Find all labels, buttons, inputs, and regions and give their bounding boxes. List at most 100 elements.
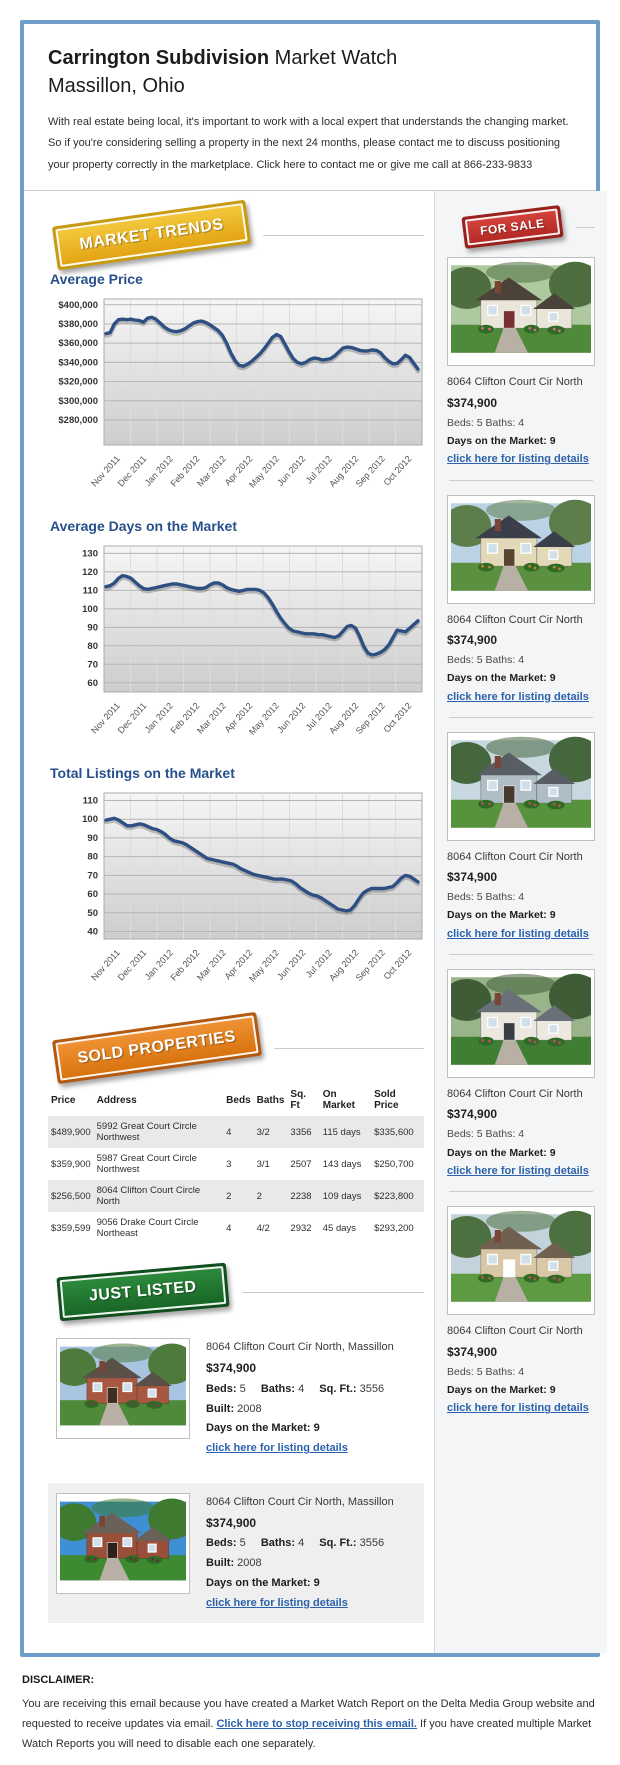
sqft-value: 3556 [359,1537,385,1550]
days-on-market: Days on the Market: 9 [447,909,556,922]
cell-sqft: 2932 [290,1222,312,1234]
col-beds: Beds [226,1094,251,1106]
cell-beds: 2 [226,1190,232,1202]
baths-label: Baths: [260,1382,296,1395]
svg-text:100: 100 [82,815,98,826]
for-sale-card: 8064 Clifton Court Cir North $374,900 Be… [442,1206,602,1418]
cell-address: 5992 Great Court Circle Northwest [96,1121,197,1144]
cell-beds: 4 [226,1126,232,1138]
built-value: 2008 [237,1557,262,1570]
svg-text:$340,000: $340,000 [58,358,98,369]
cell-baths: 2 [256,1190,262,1202]
svg-text:50: 50 [87,908,98,919]
listing-photo [52,1338,196,1440]
listing-price: $374,900 [447,395,498,410]
svg-text:Oct 2012: Oct 2012 [382,948,414,982]
svg-text:$320,000: $320,000 [58,377,98,388]
svg-text:70: 70 [87,871,98,882]
divider [449,1191,593,1193]
svg-text:70: 70 [87,660,98,671]
market-trends-header: MARKET TRENDS [48,199,424,271]
svg-text:$280,000: $280,000 [58,415,98,426]
col-sqft: Sq. Ft [290,1089,306,1112]
svg-text:90: 90 [87,833,98,844]
cell-address: 8064 Clifton Court Circle North [96,1185,201,1208]
days-on-market: Days on the Market: 9 [447,434,556,447]
svg-text:$360,000: $360,000 [58,338,98,349]
listing-details-link[interactable]: click here for listing details [447,690,589,703]
beds-baths: Beds: 5 Baths: 4 [447,416,525,429]
unsubscribe-link[interactable]: Click here to stop receiving this email. [216,1718,417,1731]
col-on-market: On Market [322,1089,356,1112]
svg-text:110: 110 [83,586,98,597]
listing-address: 8064 Clifton Court Cir North [447,613,583,626]
cell-baths: 3/1 [256,1158,270,1170]
listing-address: 8064 Clifton Court Cir North, Massillon [206,1341,394,1354]
listing-details-link[interactable]: click here for listing details [206,1596,348,1609]
beds-label: Beds: [206,1537,237,1550]
total-listings-chart: 40 50 60 70 80 90 100 110 Nov 2011 Dec 2011 Jan 20… [48,787,424,996]
baths-label: Baths: [260,1537,296,1550]
col-baths: Baths [256,1094,285,1106]
market-trends-badge: MARKET TRENDS [51,199,252,271]
beds-baths: Beds: 5 Baths: 4 [447,1128,525,1141]
divider [241,1291,424,1293]
svg-text:60: 60 [87,889,98,900]
sold-properties-badge: SOLD PROPERTIES [51,1012,262,1085]
listing-details-link[interactable]: click here for listing details [447,1165,589,1178]
beds-value: 5 [239,1382,246,1395]
svg-text:60: 60 [87,678,98,689]
listing-photo [52,1492,196,1594]
col-sold-price: Sold Price [374,1089,399,1112]
average-days-chart: 60 70 80 90 100 110 120 130 Nov 2011 Dec 2011 Jan … [48,540,424,749]
listing-photo [442,494,602,604]
listing-photo [442,257,602,367]
cell-baths: 3/2 [256,1126,270,1138]
listing-details-link[interactable]: click here for listing details [447,453,589,466]
days-on-market: Days on the Market: 9 [447,672,556,685]
svg-text:Oct 2012: Oct 2012 [382,454,414,488]
average-days-title: Average Days on the Market [50,518,237,535]
svg-text:Jun 2012: Jun 2012 [275,701,307,735]
cell-on-market: 115 days [322,1126,361,1138]
cell-sqft: 2238 [290,1190,312,1202]
cell-address: 9056 Drake Court Circle Northeast [96,1217,199,1240]
listing-details-link[interactable]: click here for listing details [447,927,589,940]
beds-label: Beds: [206,1382,237,1395]
listing-details-link[interactable]: click here for listing details [447,1402,589,1415]
svg-text:Dec 2011: Dec 2011 [116,948,149,983]
svg-text:120: 120 [82,567,98,578]
cell-on-market: 109 days [322,1190,362,1202]
days-on-market: Days on the Market: 9 [206,1576,320,1589]
table-row: $256,500 8064 Clifton Court Circle North… [48,1180,424,1213]
table-header-row: Price Address Beds Baths Sq. Ft On Marke… [48,1084,424,1116]
cell-beds: 3 [226,1158,232,1170]
divider [449,479,593,481]
table-row: $359,599 9056 Drake Court Circle Northea… [48,1212,424,1244]
listing-specs: Beds: 5 Baths: 4 Sq. Ft.: 3556 Built: 20… [206,1380,416,1420]
listing-price: $374,900 [447,1107,498,1122]
sold-properties-header: SOLD PROPERTIES [48,1012,424,1085]
svg-text:Jun 2012: Jun 2012 [275,948,307,982]
listing-details-link[interactable]: click here for listing details [206,1442,348,1455]
for-sale-card: 8064 Clifton Court Cir North $374,900 Be… [442,969,602,1181]
cell-sold-price: $335,600 [374,1126,414,1138]
cell-baths: 4/2 [256,1222,270,1234]
listing-photo [442,1206,602,1316]
for-sale-sidebar: FOR SALE 8064 Clifton Court Cir North $3… [434,191,607,1654]
disclaimer-heading: DISCLAIMER: [22,1674,95,1687]
baths-value: 4 [298,1382,305,1395]
intro-text: With real estate being local, it's impor… [48,116,569,171]
main-column: MARKET TRENDS Average Price $280,000 $300… [24,191,434,1654]
for-sale-header: FOR SALE [447,205,595,250]
cell-sold-price: $223,800 [374,1190,414,1202]
total-listings-title: Total Listings on the Market [50,765,235,782]
table-row: $489,900 5992 Great Court Circle Northwe… [48,1116,424,1149]
cell-price: $256,500 [51,1190,91,1202]
divider [273,1047,424,1049]
svg-text:$300,000: $300,000 [58,396,98,407]
average-price-chart: $280,000 $300,000 $320,000 $340,000 $360,000… [48,293,424,502]
cell-address: 5987 Great Court Circle Northwest [96,1153,197,1176]
cell-price: $489,900 [51,1126,91,1138]
col-price: Price [51,1094,76,1106]
